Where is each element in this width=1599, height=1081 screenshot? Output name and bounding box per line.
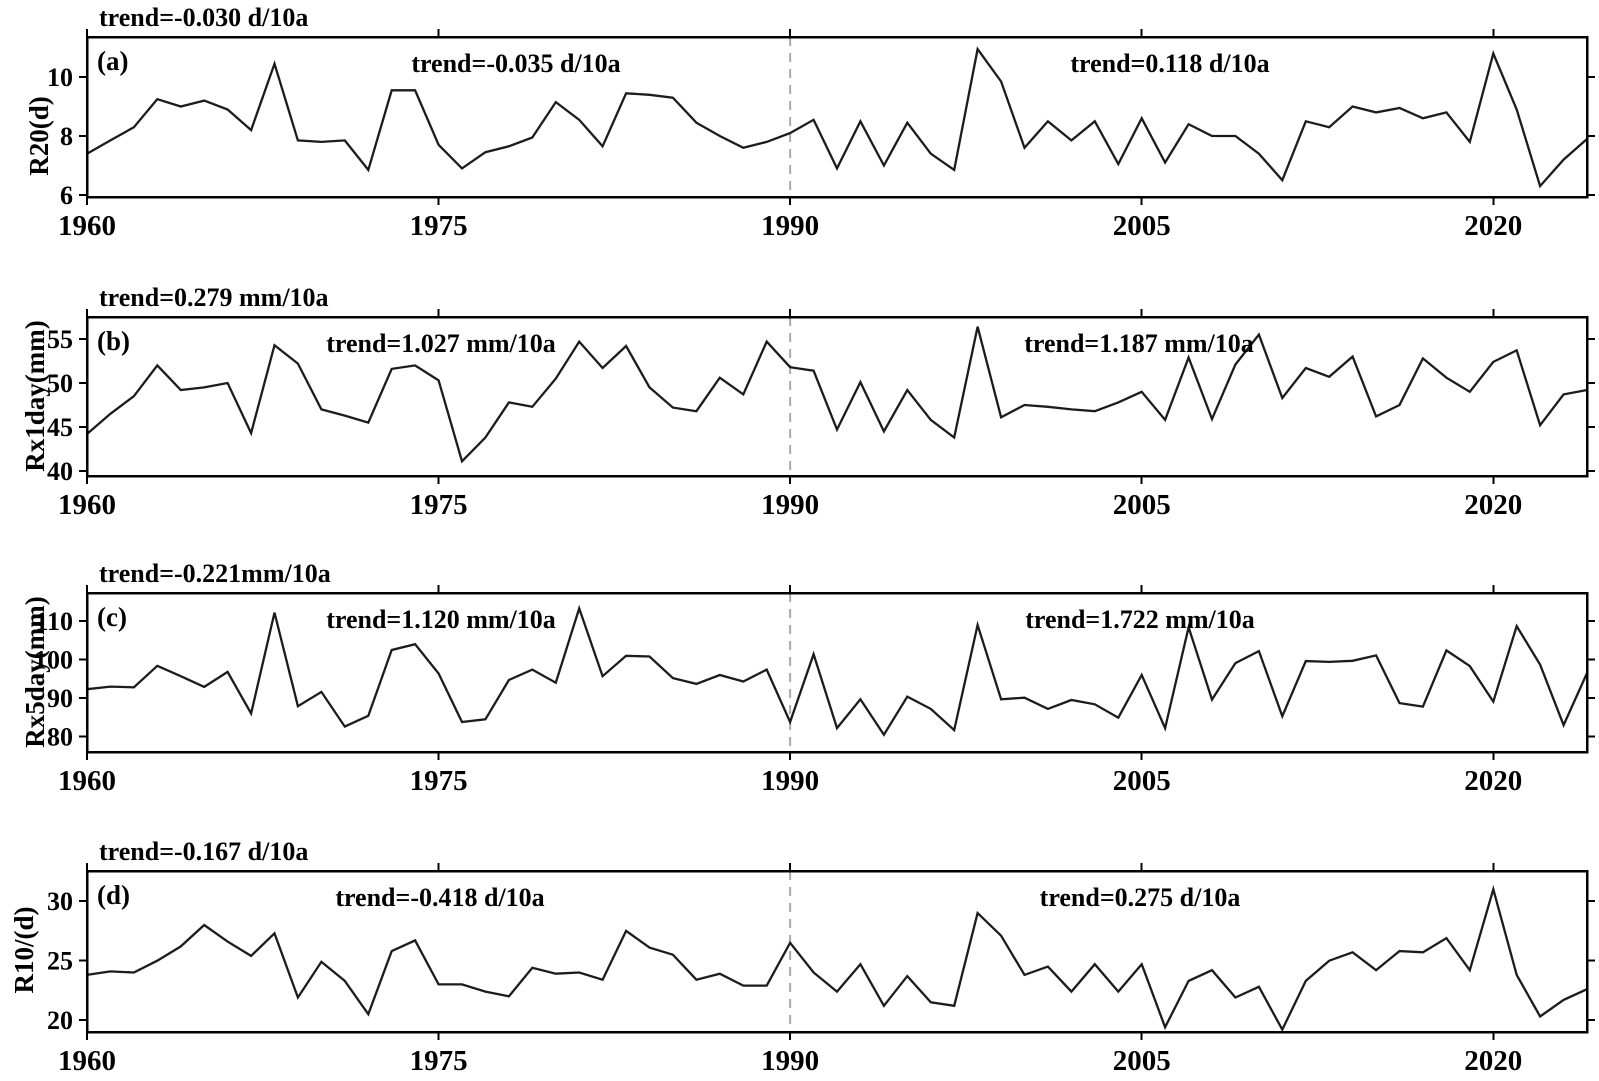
panel-b-ylabel: Rx1day(mm) [20, 320, 51, 472]
panel-d-ylabel: R10/(d) [9, 906, 40, 994]
x-tick-label: 2005 [1113, 210, 1171, 242]
y-tick-label: 40 [47, 457, 73, 486]
panel-c-trend-title: trend=-0.221mm/10a [99, 559, 331, 588]
panel-d-letter: (d) [97, 880, 130, 910]
panel-b-right-trend: trend=1.187 mm/10a [1024, 329, 1254, 358]
panel-a-letter: (a) [97, 46, 129, 76]
series-line [86, 885, 1588, 1033]
panel-a-ylabel: R20(d) [24, 96, 55, 176]
panel-b-left-trend: trend=1.027 mm/10a [326, 329, 556, 358]
y-tick-label: 25 [47, 947, 73, 976]
panel-a-left-trend: trend=-0.035 d/10a [411, 49, 621, 78]
plot-frame [85, 869, 1589, 1034]
series-line [86, 326, 1588, 464]
panel-a-trend-title: trend=-0.030 d/10a [99, 3, 309, 32]
x-tick-label: 1975 [410, 489, 468, 521]
x-tick-label: 1960 [58, 1045, 116, 1077]
y-tick-label: 110 [35, 607, 73, 636]
panel-b: 1960 1975 1990 2005 2020 40 45 50 55 [47, 309, 1595, 521]
panel-c-right-trend: trend=1.722 mm/10a [1025, 605, 1255, 634]
y-tick-label: 50 [47, 369, 73, 398]
plot-frame [85, 315, 1589, 478]
series-line [86, 604, 1589, 737]
x-tick-label: 2020 [1464, 1045, 1522, 1077]
y-tick-label: 20 [47, 1006, 73, 1035]
x-tick-label: 2005 [1113, 765, 1171, 797]
y-tick-label: 55 [47, 325, 73, 354]
panel-a: 1960 1975 1990 2005 2020 6 8 10 [47, 29, 1595, 242]
plot-frame [85, 35, 1589, 199]
panel-b-trend-title: trend=0.279 mm/10a [99, 283, 329, 312]
x-tick-label: 1960 [58, 210, 116, 242]
x-tick-label: 1975 [410, 765, 468, 797]
y-tick-label: 100 [34, 646, 73, 675]
x-tick-label: 2020 [1464, 765, 1522, 797]
panel-a-right-trend: trend=0.118 d/10a [1070, 49, 1270, 78]
y-tick-label: 8 [60, 122, 73, 151]
panel-c-left-trend: trend=1.120 mm/10a [326, 605, 556, 634]
panel-b-letter: (b) [97, 326, 130, 356]
x-tick-label: 1990 [761, 489, 819, 521]
x-tick-label: 1990 [761, 210, 819, 242]
x-tick-label: 2005 [1113, 1045, 1171, 1077]
x-tick-label: 1975 [410, 1045, 468, 1077]
y-tick-label: 80 [47, 723, 73, 752]
y-tick-label: 6 [60, 181, 73, 210]
y-tick-label: 10 [47, 63, 73, 92]
series-line [86, 46, 1588, 189]
y-tick-label: 90 [47, 684, 73, 713]
x-tick-label: 2005 [1113, 489, 1171, 521]
panel-d-left-trend: trend=-0.418 d/10a [335, 883, 545, 912]
x-tick-label: 2020 [1464, 489, 1522, 521]
y-tick-label: 30 [47, 887, 73, 916]
panel-c-letter: (c) [97, 602, 127, 632]
x-tick-label: 1990 [761, 1045, 819, 1077]
x-tick-label: 1960 [58, 765, 116, 797]
plot-frame [85, 591, 1589, 754]
x-tick-label: 2020 [1464, 210, 1522, 242]
panel-d-right-trend: trend=0.275 d/10a [1039, 883, 1241, 912]
panel-c: 1960 1975 1990 2005 2020 80 90 100 110 [34, 585, 1595, 797]
y-tick-label: 45 [47, 413, 73, 442]
panel-c-ylabel: Rx5day(mm) [20, 596, 51, 748]
x-tick-label: 1960 [58, 489, 116, 521]
x-tick-label: 1990 [761, 765, 819, 797]
panel-d-trend-title: trend=-0.167 d/10a [99, 837, 309, 866]
x-tick-label: 1975 [410, 210, 468, 242]
